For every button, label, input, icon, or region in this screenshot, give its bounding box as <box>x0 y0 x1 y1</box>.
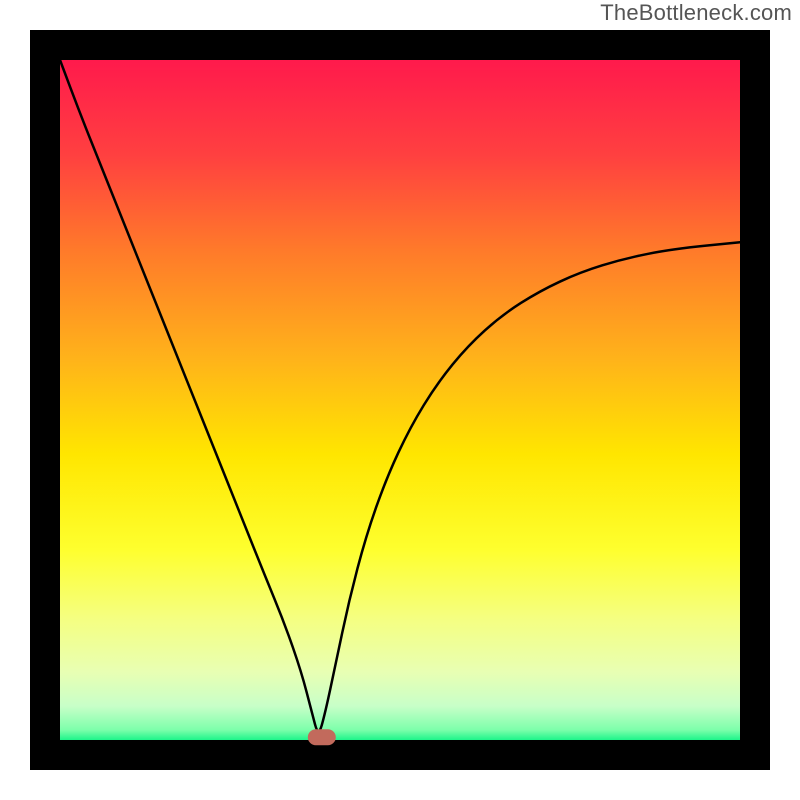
plot-background <box>60 60 740 740</box>
watermark-text: TheBottleneck.com <box>600 0 792 26</box>
chart-container: TheBottleneck.com <box>0 0 800 800</box>
notch-marker <box>308 729 336 745</box>
bottleneck-chart <box>0 0 800 800</box>
